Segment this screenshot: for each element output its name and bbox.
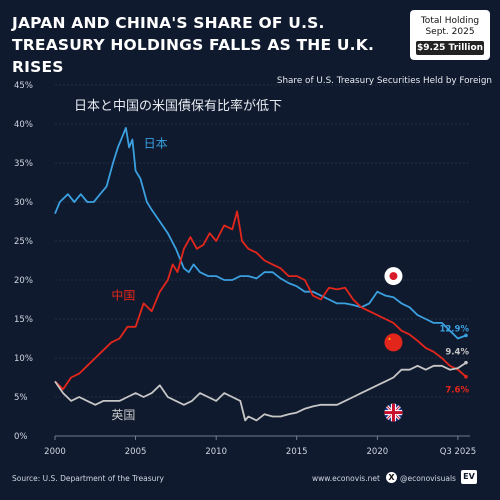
y-tick-label: 10%: [14, 354, 33, 364]
y-tick-label: 45%: [14, 81, 33, 91]
china-flag-star: [387, 337, 392, 340]
series-lines: [54, 127, 468, 422]
website-link[interactable]: www.econovis.net: [312, 474, 380, 483]
y-tick-label: 15%: [14, 315, 33, 325]
holding-date: Sept. 2025: [425, 27, 475, 37]
y-tick-label: 35%: [14, 159, 33, 169]
end-value-label-uk: 9.4%: [445, 348, 469, 358]
japan-flag-dot: [389, 272, 398, 281]
y-tick-label: 0%: [14, 432, 28, 442]
y-tick-label: 5%: [14, 393, 28, 403]
uk-flag-icon: [384, 403, 403, 422]
social-handle[interactable]: @econovisuals: [400, 474, 456, 483]
series-name-japan: 日本: [144, 136, 168, 150]
chart-subtitle: Share of U.S. Treasury Securities Held b…: [276, 76, 492, 86]
japanese-title: 日本と中国の米国債保有比率が低下: [74, 99, 283, 114]
holding-label: Total Holding: [420, 16, 480, 26]
y-tick-label: 25%: [14, 237, 33, 247]
series-line-china: [54, 210, 467, 391]
series-name-china: 中国: [111, 288, 135, 303]
series-line-japan: [54, 127, 467, 340]
x-tick-label: Q3 2025: [440, 447, 476, 457]
x-tick-label: 2010: [205, 447, 227, 457]
china-flag-icon: [384, 333, 403, 352]
uk-flag-v-red: [391, 403, 395, 422]
y-tick-label: 30%: [14, 198, 33, 208]
series-name-uk: 英国: [111, 408, 135, 422]
x-tick-label: 2015: [286, 447, 308, 457]
x-tick-label: 2020: [367, 447, 389, 457]
series-end-japan: [464, 333, 468, 338]
x-tick-label: 2005: [125, 447, 147, 457]
y-tick-label: 40%: [14, 120, 33, 130]
end-value-label-china: 7.6%: [445, 386, 469, 396]
holding-value: $9.25 Trillion: [416, 41, 484, 55]
chart-title: JAPAN AND CHINA'S SHARE OF U.S. TREASURY…: [12, 14, 375, 76]
x-axis-ticks: 2000 2005 2010 2015 2020 Q3 2025: [44, 447, 476, 457]
source-note: Source: U.S. Department of the Treasury: [12, 474, 164, 483]
x-logo-icon: X: [386, 472, 397, 483]
end-value-label-japan: 12.9%: [439, 324, 469, 334]
y-tick-label: 20%: [14, 276, 33, 286]
econovis-logo: EV: [461, 470, 477, 484]
x-tick-label: 2000: [44, 447, 66, 457]
series-end-uk: [464, 360, 468, 365]
series-line-uk: [54, 361, 467, 422]
total-holding-badge: Total Holding Sept. 2025 $9.25 Trillion: [410, 10, 490, 60]
grid-lines: [54, 84, 470, 440]
series-end-china: [464, 374, 468, 379]
flags: [384, 267, 403, 422]
y-axis-ticks: 0% 5% 10% 15% 20% 25% 30% 35% 40% 45%: [14, 81, 33, 442]
